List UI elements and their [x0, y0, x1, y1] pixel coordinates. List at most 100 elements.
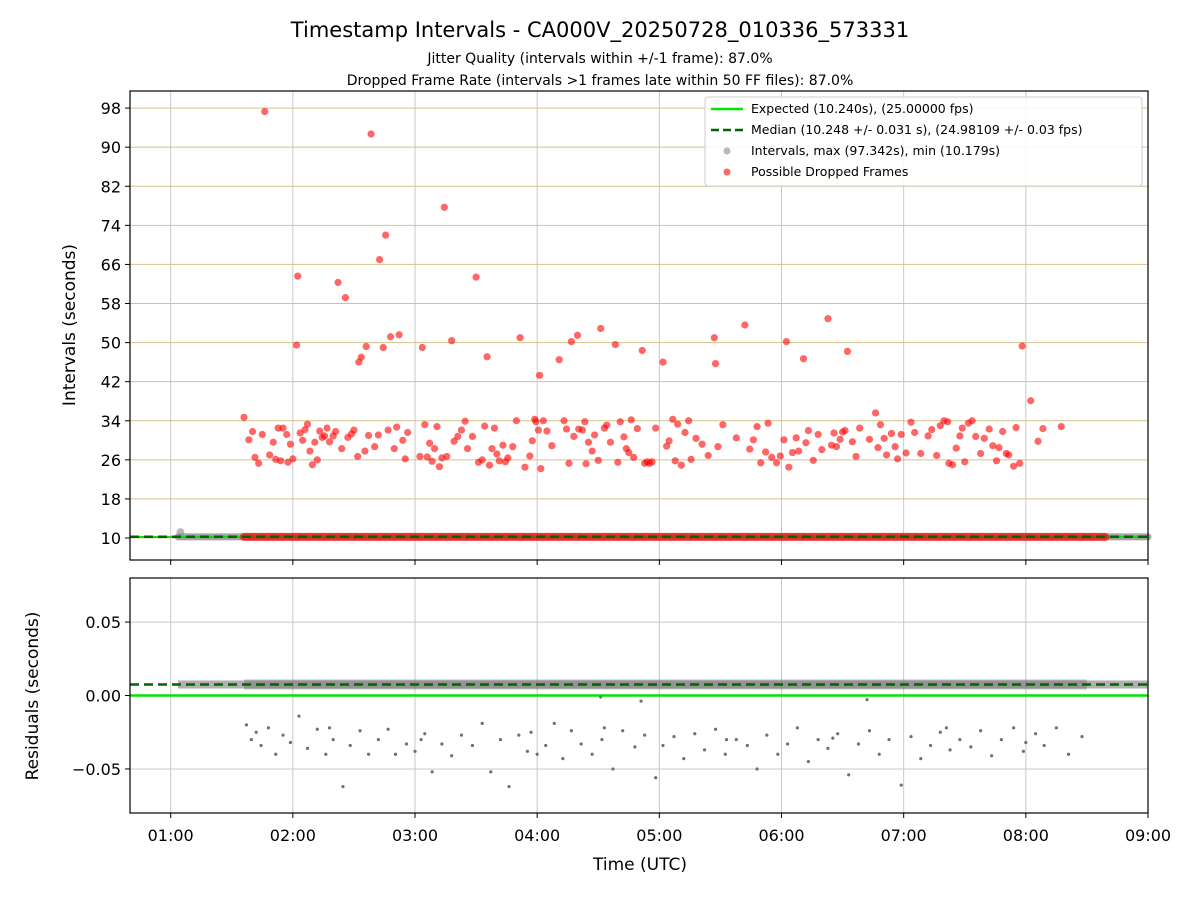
residual-point: [459, 733, 464, 737]
dropped-frame-point: [681, 428, 689, 437]
residual-point: [376, 737, 380, 742]
dropped-frame-point: [418, 343, 426, 352]
dropped-frame-point: [277, 457, 285, 465]
dropped-frame-point: [303, 420, 312, 428]
residual-point: [1080, 735, 1084, 739]
dropped-frame-point: [338, 445, 346, 453]
dropped-frame-point: [757, 459, 765, 467]
dropped-frame-point: [440, 203, 448, 211]
residual-point: [266, 726, 271, 730]
residual-point: [281, 733, 285, 737]
intervals-y-tick-label: 50: [101, 334, 121, 353]
intervals-y-tick-label: 34: [101, 412, 121, 431]
residual-point: [887, 737, 891, 742]
residual-point: [552, 721, 556, 726]
dropped-frame-point: [504, 454, 512, 462]
dropped-frame-point: [606, 438, 615, 446]
dropped-frame-point: [809, 456, 817, 464]
residual-point: [682, 757, 686, 761]
residual-point: [600, 737, 604, 742]
residual-point: [948, 748, 952, 752]
chart-subtitle-dropped: Dropped Frame Rate (intervals >1 frames …: [347, 73, 854, 89]
dropped-frame-point: [240, 413, 248, 421]
dropped-frame-point: [567, 338, 575, 346]
residual-point: [579, 742, 583, 746]
residual-point: [450, 754, 454, 758]
dropped-frame-point: [374, 431, 382, 439]
residual-point: [745, 743, 749, 748]
dropped-frame-point: [584, 438, 593, 446]
dropped-frame-point: [891, 443, 899, 451]
residual-point: [1021, 749, 1025, 753]
dropped-frame-point: [741, 321, 749, 329]
residual-point: [661, 743, 665, 748]
dropped-frame-point: [364, 431, 373, 440]
dropped-frame-point: [323, 424, 331, 432]
dropped-frame-point: [659, 358, 667, 366]
dropped-frame-point: [594, 456, 602, 464]
residual-point: [470, 743, 475, 748]
dropped-frame-point: [555, 356, 563, 364]
residual-point: [755, 767, 759, 771]
legend: Expected (10.240s), (25.00000 fps) Media…: [704, 96, 1143, 187]
dropped-frame-point: [848, 438, 856, 446]
residual-point: [498, 737, 503, 742]
dropped-frame-point: [426, 439, 434, 447]
dropped-frame-point: [401, 455, 409, 463]
dropped-frame-point: [543, 427, 551, 435]
dropped-frame-point: [379, 343, 387, 352]
dropped-frame-point: [362, 342, 370, 351]
residual-point: [944, 726, 949, 730]
dropped-frame-point: [999, 427, 1007, 436]
dropped-frame-point: [989, 442, 997, 450]
dropped-frame-point: [565, 459, 573, 467]
residual-point: [713, 727, 718, 731]
dropped-frame-point: [956, 432, 964, 440]
intervals-y-tick-label: 74: [101, 216, 121, 235]
dropped-frame-point: [301, 425, 309, 434]
residuals-y-tick-label: 0.05: [85, 613, 121, 632]
residual-point: [958, 737, 962, 742]
dropped-frame-point: [399, 436, 407, 444]
dropped-frame-point: [448, 337, 456, 345]
dropped-frame-point: [882, 451, 891, 459]
dropped-frame-point: [671, 457, 679, 465]
dropped-frame-point: [611, 340, 619, 349]
intervals-y-tick-label: 42: [101, 373, 121, 392]
residual-point: [249, 737, 253, 742]
dropped-frame-point: [490, 424, 499, 432]
intervals-y-tick-label: 82: [101, 177, 121, 196]
dropped-frame-point: [461, 417, 469, 425]
residual-point: [928, 743, 933, 748]
dropped-frame-point: [1034, 437, 1042, 445]
dropped-frame-point: [980, 434, 988, 442]
residual-point: [831, 736, 835, 740]
intervals-point: [176, 528, 185, 537]
dropped-frame-point: [245, 436, 253, 444]
intervals-y-tick-label: 18: [101, 490, 121, 509]
dropped-frame-point: [463, 445, 472, 453]
dropped-frame-point: [499, 441, 507, 449]
dropped-frame-point: [294, 272, 302, 280]
residual-point: [639, 699, 643, 703]
residual-point: [590, 752, 594, 756]
dropped-frame-point: [1018, 342, 1026, 350]
residual-point: [324, 752, 328, 756]
residuals-y-ticks: 0.05 0.00 −0.05: [72, 613, 130, 779]
dropped-frame-point: [944, 418, 952, 426]
intervals-y-tick-label: 26: [101, 451, 121, 470]
residual-point: [1012, 726, 1016, 730]
dropped-frame-point: [435, 463, 444, 471]
chart-subtitle-jitter: Jitter Quality (intervals within +/-1 fr…: [426, 51, 772, 67]
dropped-frame-point: [749, 436, 758, 444]
intervals-y-tick-label: 58: [101, 295, 121, 314]
dropped-frame-point: [698, 440, 706, 448]
dropped-frame-point: [261, 107, 269, 116]
dropped-frame-point: [509, 443, 517, 451]
intervals-y-ticks: 10 18 26 34 42 50 58 66 74 82 90 98: [101, 99, 130, 548]
dropped-frame-point: [897, 430, 905, 439]
legend-median-label: Median (10.248 +/- 0.031 s), (24.98109 +…: [751, 122, 1082, 137]
residuals-plot: 0.050.00−0.05 01:00 02:00 03:00 04:00 05:00 0…: [23, 577, 1171, 845]
dropped-frame-point: [266, 451, 274, 459]
